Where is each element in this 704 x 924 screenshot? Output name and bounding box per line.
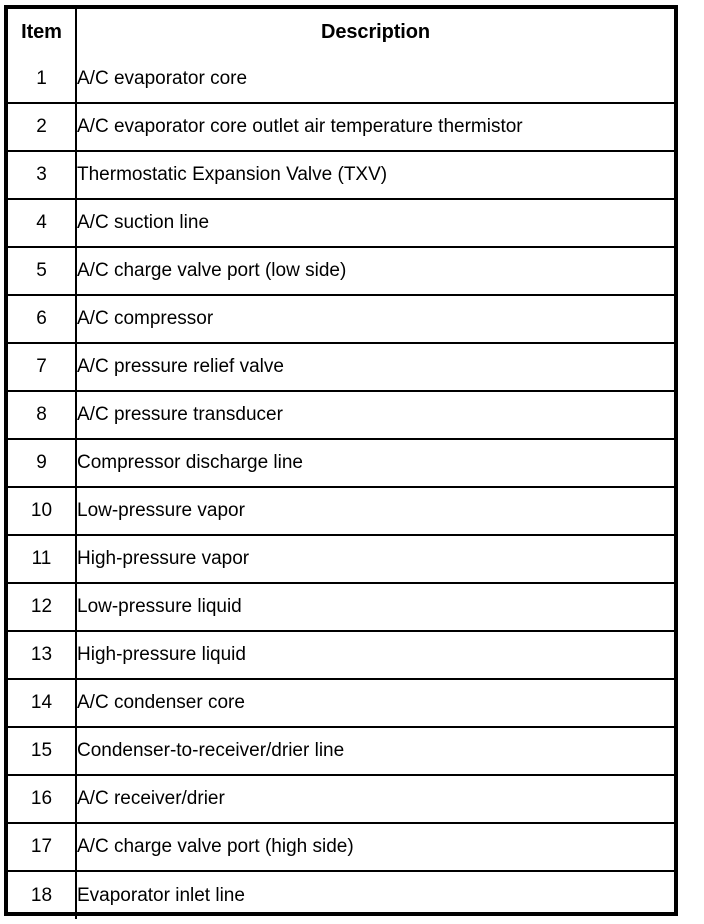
cell-description: High-pressure vapor — [75, 534, 674, 583]
table-row: 16 A/C receiver/drier — [8, 774, 674, 823]
table-row: 11 High-pressure vapor — [8, 534, 674, 583]
cell-item-number: 6 — [8, 294, 76, 343]
cell-item-number: 9 — [8, 438, 76, 487]
cell-item-number: 17 — [8, 822, 76, 871]
table-row: 9 Compressor discharge line — [8, 438, 674, 487]
table-header: Item Description — [8, 9, 674, 55]
cell-description: A/C pressure relief valve — [75, 342, 674, 391]
column-header-item: Item — [21, 20, 62, 43]
table-row: 3 Thermostatic Expansion Valve (TXV) — [8, 150, 674, 199]
cell-description: A/C pressure transducer — [75, 390, 674, 439]
table-row: 2 A/C evaporator core outlet air temperat… — [8, 102, 674, 151]
cell-description: Evaporator inlet line — [75, 870, 674, 919]
cell-description: A/C charge valve port (high side) — [75, 822, 674, 871]
cell-item-number: 4 — [8, 198, 76, 247]
cell-item-number: 18 — [8, 870, 76, 919]
table-body: 1 A/C evaporator core 2 A/C evaporator core… — [8, 55, 674, 919]
table-row: 14 A/C condenser core — [8, 678, 674, 727]
cell-item-number: 1 — [36, 67, 47, 89]
cell-item-number: 8 — [8, 390, 76, 439]
cell-description: A/C receiver/drier — [75, 774, 674, 823]
cell-item-number: 15 — [8, 726, 76, 775]
cell-description: A/C evaporator core outlet air temperatu… — [75, 102, 674, 151]
cell-item-number: 11 — [8, 534, 76, 583]
cell-description: Compressor discharge line — [75, 438, 674, 487]
cell-description: A/C suction line — [75, 198, 674, 247]
table-row: 5 A/C charge valve port (low side) — [8, 246, 674, 295]
component-legend-table: Item Description 1 A/C evaporator core 2 A/… — [8, 9, 674, 919]
cell-item-number: 13 — [8, 630, 76, 679]
cell-description: A/C charge valve port (low side) — [75, 246, 674, 295]
column-header-description: Description — [75, 9, 674, 55]
table-row: 18 Evaporator inlet line — [8, 870, 674, 919]
table-row: 15 Condenser-to-receiver/drier line — [8, 726, 674, 775]
cell-description: A/C compressor — [75, 294, 674, 343]
cell-description: Low-pressure liquid — [75, 582, 674, 631]
table-row: 10 Low-pressure vapor — [8, 486, 674, 535]
cell-description: Thermostatic Expansion Valve (TXV) — [75, 150, 674, 199]
cell-description: High-pressure liquid — [75, 630, 674, 679]
cell-item-number: 16 — [8, 774, 76, 823]
cell-description: A/C evaporator core — [75, 55, 674, 103]
cell-item-number: 5 — [8, 246, 76, 295]
cell-item-number: 14 — [8, 678, 76, 727]
table-row: 17 A/C charge valve port (high side) — [8, 822, 674, 871]
cell-item-number: 12 — [8, 582, 76, 631]
table-row: 1 A/C evaporator core — [8, 55, 674, 103]
cell-item-number: 7 — [8, 342, 76, 391]
table-header-row: Item Description — [8, 9, 674, 55]
cell-description: A/C condenser core — [75, 678, 674, 727]
legend-table-container: Item Description 1 A/C evaporator core 2 A/… — [4, 5, 678, 919]
table-row: 4 A/C suction line — [8, 198, 674, 247]
cell-item-number: 10 — [8, 486, 76, 535]
table-row: 12 Low-pressure liquid — [8, 582, 674, 631]
table-row: 7 A/C pressure relief valve — [8, 342, 674, 391]
cell-description: Condenser-to-receiver/drier line — [75, 726, 674, 775]
cell-description: Low-pressure vapor — [75, 486, 674, 535]
cell-item-number: 2 — [8, 102, 76, 151]
table-row: 13 High-pressure liquid — [8, 630, 674, 679]
table-row: 8 A/C pressure transducer — [8, 390, 674, 439]
cell-item-number: 3 — [8, 150, 76, 199]
table-row: 6 A/C compressor — [8, 294, 674, 343]
